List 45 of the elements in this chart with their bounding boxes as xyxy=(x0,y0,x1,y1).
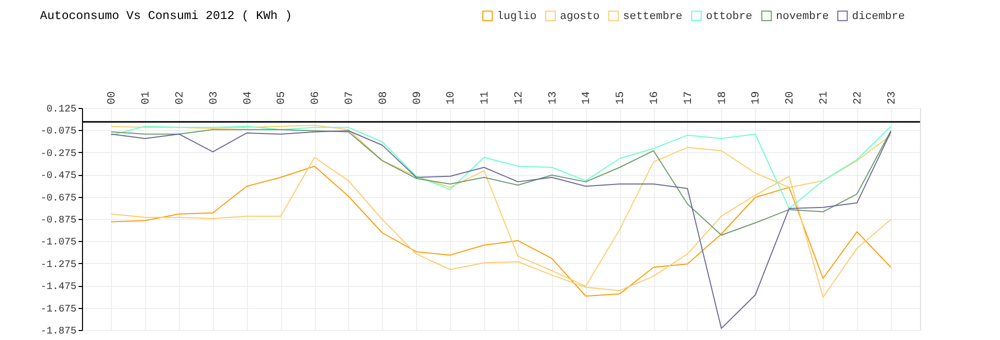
y-tick-label: -1.675 xyxy=(40,304,76,316)
legend-label: settembre xyxy=(623,10,682,23)
chart-title: Autoconsumo Vs Consumi 2012 ( KWh ) xyxy=(40,9,292,23)
legend-label: luglio xyxy=(497,10,537,23)
y-tick-label: -0.675 xyxy=(40,193,76,204)
x-tick-label: 18 xyxy=(716,91,729,104)
y-tick-label: -0.275 xyxy=(40,148,76,160)
y-tick-label: -1.075 xyxy=(40,238,76,249)
legend-label: dicembre xyxy=(852,10,905,23)
x-tick-label: 21 xyxy=(818,90,831,104)
y-tick-label: -1.875 xyxy=(40,326,76,338)
x-tick-label: 13 xyxy=(547,91,560,104)
y-tick-label: -0.875 xyxy=(40,216,76,226)
x-tick-label: 23 xyxy=(886,91,898,104)
x-tick-label: 05 xyxy=(276,91,288,104)
x-tick-label: 07 xyxy=(344,91,356,104)
legend-label: ottobre xyxy=(706,10,752,23)
x-tick-label: 00 xyxy=(106,91,119,104)
y-tick-label: -1.475 xyxy=(40,282,76,294)
x-tick-label: 17 xyxy=(682,91,695,104)
x-tick-label: 16 xyxy=(649,91,662,104)
x-tick-label: 04 xyxy=(242,90,254,104)
x-tick-label: 09 xyxy=(412,91,424,104)
x-tick-label: 11 xyxy=(480,90,492,104)
legend-label: agosto xyxy=(560,10,600,23)
y-tick-label: -0.475 xyxy=(40,171,76,182)
x-tick-label: 03 xyxy=(208,91,220,104)
line-series xyxy=(110,130,892,329)
x-tick-label: 10 xyxy=(446,91,458,104)
y-tick-label: -0.075 xyxy=(40,126,76,138)
y-tick-label: -1.275 xyxy=(40,260,76,271)
line-series xyxy=(110,126,892,209)
x-tick-label: 20 xyxy=(784,91,797,104)
x-tick-label: 15 xyxy=(615,91,628,104)
y-tick-label: 0.125 xyxy=(46,104,76,116)
x-tick-label: 14 xyxy=(581,90,594,104)
x-tick-label: 22 xyxy=(852,91,864,104)
x-tick-label: 12 xyxy=(513,91,526,104)
x-tick-label: 08 xyxy=(378,91,390,104)
x-tick-label: 01 xyxy=(140,90,153,104)
legend-label: novembre xyxy=(776,10,829,23)
line-series xyxy=(110,129,892,236)
x-tick-label: 06 xyxy=(310,91,322,104)
x-tick-label: 19 xyxy=(750,91,763,104)
x-tick-label: 02 xyxy=(174,91,186,104)
